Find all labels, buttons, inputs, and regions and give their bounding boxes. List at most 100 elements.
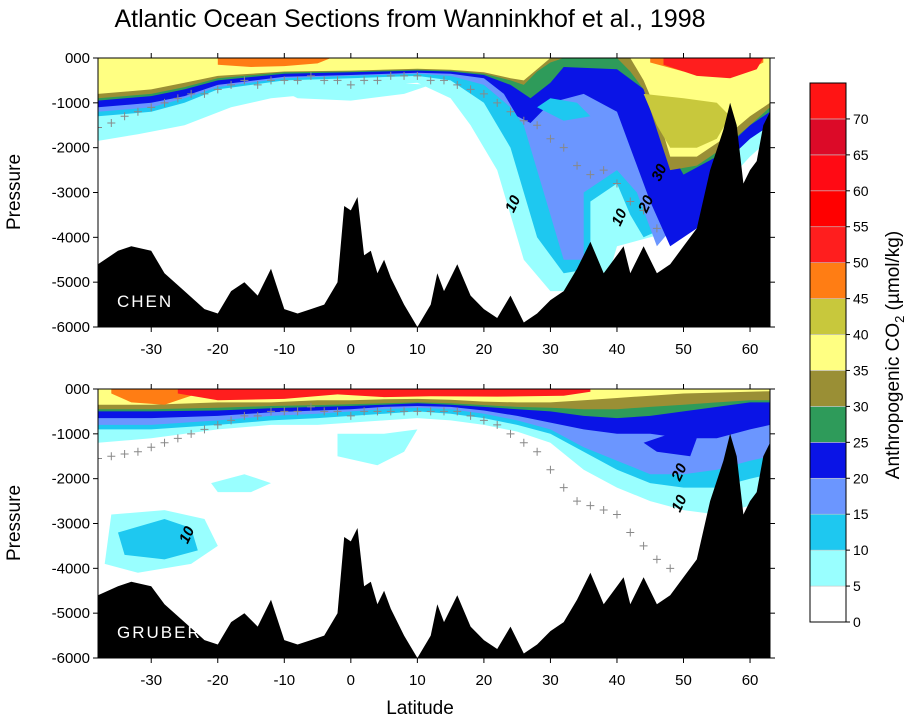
sample-mark [426, 76, 435, 85]
x-tick-label: -20 [207, 341, 229, 358]
sample-mark [466, 411, 475, 420]
sample-mark [333, 407, 342, 416]
x-tick-label: 0 [347, 672, 355, 689]
sample-mark [506, 107, 515, 116]
x-tick-label: 60 [742, 341, 759, 358]
sample-mark [253, 411, 262, 420]
sample-mark [98, 123, 102, 132]
sample-mark [652, 224, 661, 233]
sample-mark [533, 121, 542, 130]
y-axis-label-top: Pressure [4, 154, 25, 230]
panel-gruber: 10 20 10 GRUBER 000 -1000 -2000 -3000 -4000 -5000… [52, 381, 775, 689]
sample-mark [240, 76, 249, 85]
sample-mark [160, 98, 169, 107]
contour-band-35 [98, 58, 551, 94]
colorbar-tick-label: 40 [853, 327, 869, 343]
contour-label: 20 [668, 461, 691, 485]
contour-band-15 [98, 58, 770, 260]
sample-mark [559, 483, 568, 492]
y-tick-label: 000 [65, 381, 90, 398]
colorbar-tick-label: 55 [853, 219, 869, 235]
x-tick-label: -10 [273, 341, 295, 358]
contour-band-45 [217, 58, 331, 67]
x-tick-label: 30 [542, 672, 559, 689]
sample-mark [453, 407, 462, 416]
sample-mark [453, 80, 462, 89]
colorbar-label-main: Anthropogenic CO [883, 323, 904, 479]
sample-mark [439, 76, 448, 85]
seafloor-terrain [98, 102, 770, 327]
panel-name: CHEN [117, 292, 173, 311]
sample-mark [533, 447, 542, 456]
colorbar-tick-label: 30 [853, 398, 869, 414]
x-tick-label: 60 [742, 672, 759, 689]
sample-mark [200, 425, 209, 434]
sample-mark [346, 411, 355, 420]
x-tick-label: 10 [409, 341, 426, 358]
colorbar-swatch-0 [809, 585, 847, 623]
x-tick-label: 10 [409, 672, 426, 689]
contour-band-10 [118, 519, 198, 560]
x-tick-label: 20 [476, 341, 493, 358]
y-tick-label: -5000 [52, 605, 90, 622]
colorbar-swatch-35 [809, 334, 847, 371]
x-tick-label: 40 [609, 672, 626, 689]
sample-mark [306, 71, 315, 80]
x-axis-label: Latitude [386, 698, 454, 719]
sample-mark [240, 411, 249, 420]
sample-mark [599, 166, 608, 175]
sample-mark [107, 452, 116, 461]
colorbar-swatch-65 [809, 118, 847, 156]
contour-band-40 [643, 93, 731, 148]
contour-label: 10 [668, 492, 691, 515]
sample-mark [187, 89, 196, 98]
sample-mark [493, 98, 502, 107]
sample-mark [612, 510, 621, 519]
y-axis-label-bottom: Pressure [4, 485, 25, 561]
colorbar: 0 5 10 15 20 25 30 35 40 45 50 55 60 65 70 [809, 82, 869, 630]
sample-mark [573, 161, 582, 170]
y-tick-label: -1000 [52, 426, 90, 443]
panel-name: GRUBER [117, 623, 202, 642]
sample-mark [200, 89, 209, 98]
colorbar-tick-label: 65 [853, 147, 869, 163]
x-tick-label: 20 [476, 672, 493, 689]
sample-mark [493, 420, 502, 429]
sample-mark [426, 407, 435, 416]
colorbar-tick-label: 60 [853, 183, 869, 199]
sample-mark [519, 116, 528, 125]
sample-mark [573, 497, 582, 506]
contour-band-5 [211, 474, 271, 493]
contour-band-10 [537, 98, 591, 121]
colorbar-tick-label: 10 [853, 542, 869, 558]
sample-mark [120, 112, 129, 121]
colorbar-swatch-15 [809, 477, 847, 515]
x-tick-label: -10 [273, 672, 295, 689]
sample-mark [479, 416, 488, 425]
sample-mark [386, 407, 395, 416]
colorbar-label-unit: (µmol/kg) [883, 231, 904, 316]
y-tick-label: -5000 [52, 274, 90, 291]
y-tick-label: -6000 [52, 319, 90, 336]
y-tick-label: -6000 [52, 650, 90, 667]
sample-mark [639, 541, 648, 550]
chart-title: Atlantic Ocean Sections from Wanninkhof … [114, 5, 705, 33]
colorbar-swatch-30 [809, 370, 847, 407]
sample-mark [253, 80, 262, 89]
colorbar-tick-label: 20 [853, 470, 869, 486]
sample-mark [413, 71, 422, 80]
colorbar-swatch-10 [809, 513, 847, 551]
contour-band-50 [663, 58, 764, 79]
y-tick-label: -1000 [52, 95, 90, 112]
sample-mark [213, 85, 222, 94]
sample-mark [400, 407, 409, 416]
colorbar-label: Anthropogenic CO2 (µmol/kg) [883, 231, 907, 479]
sample-mark [346, 80, 355, 89]
sample-mark [280, 76, 289, 85]
sample-mark [213, 420, 222, 429]
sample-mark [466, 85, 475, 94]
sample-mark [546, 465, 555, 474]
sample-mark [147, 103, 156, 112]
seafloor-terrain [98, 433, 770, 658]
